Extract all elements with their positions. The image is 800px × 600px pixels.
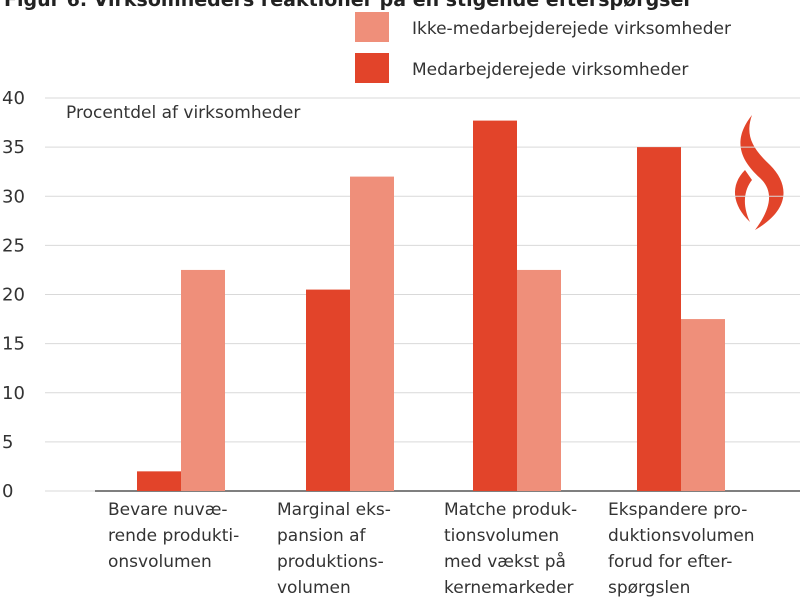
y-tick-label: 0: [2, 481, 13, 502]
y-tick-label: 20: [2, 285, 25, 306]
bar: [350, 176, 394, 491]
bar: [137, 471, 181, 491]
x-tick-label-line: kernemarkeder: [444, 578, 574, 598]
bar: [473, 120, 517, 491]
x-tick-label-line: Marginal eks-: [277, 500, 391, 520]
x-tick-label: Matche produk-tionsvolumen med vækst på ke…: [444, 500, 577, 598]
y-tick-label: 40: [2, 88, 25, 109]
chart-title: Figur 6. Virksomheders reaktioner på en …: [4, 0, 690, 11]
x-tick-label: Bevare nuvæ-rende produkti-onsvolumen: [108, 500, 239, 572]
x-tick-label-line: onsvolumen: [108, 552, 212, 572]
x-tick-label: Marginal eks-pansion af produktions-volum…: [277, 500, 391, 598]
x-tick-label-line: spørgslen: [608, 578, 690, 598]
y-tick-label: 15: [2, 334, 25, 355]
x-tick-label: Ekspandere pro-duktionsvolumen forud for …: [608, 500, 755, 598]
x-tick-label-line: Ekspandere pro-: [608, 500, 747, 520]
y-tick-label: 5: [2, 432, 13, 453]
legend-swatch: [355, 12, 389, 42]
legend-label: Medarbejderejede virksomheder: [412, 60, 688, 80]
x-tick-label-line: rende produkti-: [108, 526, 239, 546]
x-tick-label-line: volumen: [277, 578, 351, 598]
x-tick-label-line: duktionsvolumen: [608, 526, 755, 546]
x-tick-label-line: forud for efter-: [608, 552, 732, 572]
y-tick-label: 35: [2, 137, 25, 158]
y-axis-label: Procentdel af virksomheder: [66, 103, 300, 123]
legend-label: Ikke-medarbejderejede virksomheder: [412, 19, 731, 39]
bar: [681, 319, 725, 491]
x-tick-label-line: Matche produk-: [444, 500, 577, 520]
legend-swatch: [355, 53, 389, 83]
y-tick-label: 10: [2, 383, 25, 404]
x-tick-label-line: Bevare nuvæ-: [108, 500, 228, 520]
y-tick-label: 30: [2, 186, 25, 207]
flame-icon: [734, 115, 784, 230]
x-tick-label-line: pansion af: [277, 526, 367, 546]
x-tick-label-line: tionsvolumen: [444, 526, 559, 546]
bar: [306, 289, 350, 491]
bar: [517, 269, 561, 491]
y-tick-label: 25: [2, 235, 25, 256]
bar: [637, 147, 681, 491]
x-tick-label-line: med vækst på: [444, 551, 566, 572]
bar: [181, 269, 225, 491]
x-tick-label-line: produktions-: [277, 552, 384, 572]
